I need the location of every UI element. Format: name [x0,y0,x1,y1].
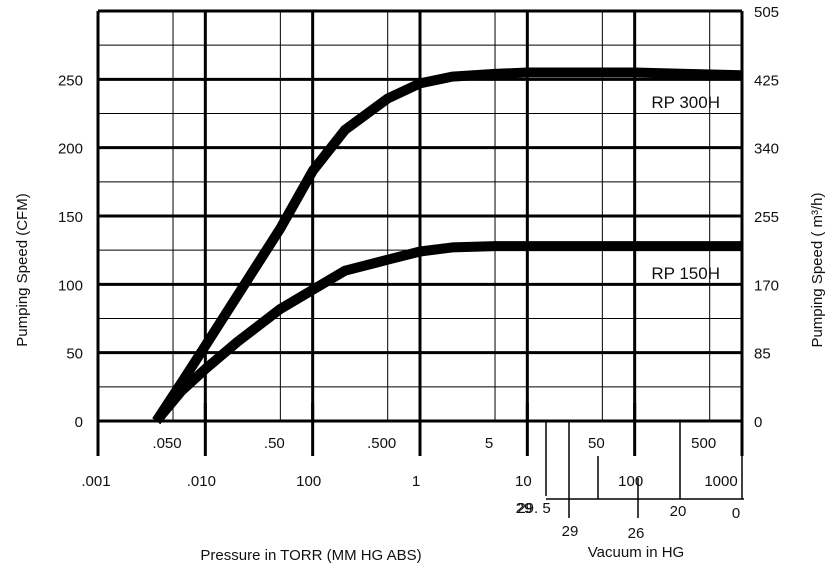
series-line-rp-150h [152,241,742,425]
y-axis-right-title: Pumping Speed ( m³/h) [809,192,826,347]
y-right-tick-label: 505 [754,4,779,21]
y-right-tick-label: 85 [754,346,771,363]
x-major-tick-label: 100 [618,473,643,490]
y-right-tick-label: 255 [754,209,779,226]
y-left-tick-label: 0 [75,414,83,431]
vacuum-tick-label: 20 [670,503,687,520]
y-left-tick-label: 250 [58,72,83,89]
y-axis-left-title: Pumping Speed (CFM) [14,193,31,346]
x-major-tick-label: 1 [412,473,420,490]
vacuum-axis-title: Vacuum in HG [588,544,684,561]
y-right-tick-label: 425 [754,72,779,89]
vacuum-tick-label: 0 [732,505,740,522]
x-mid-tick-label: .50 [264,435,285,452]
x-major-tick-label: .010 [187,473,216,490]
vacuum-tick-label: 26 [628,525,645,542]
series-line-rp-300h [152,67,743,424]
vacuum-tick-label: 29. 5 [517,500,550,517]
x-mid-tick-label: 500 [691,435,716,452]
x-mid-tick-label: .050 [152,435,181,452]
grid [96,9,744,518]
y-right-tick-label: 170 [754,277,779,294]
x-mid-tick-label: 5 [485,435,493,452]
series-label: RP 150H [651,264,720,283]
x-major-tick-label: 1000 [704,473,737,490]
y-left-tick-label: 200 [58,141,83,158]
curves [152,67,743,425]
x-mid-tick-label: 50 [588,435,605,452]
x-mid-tick-label: .500 [367,435,396,452]
y-right-tick-label: 0 [754,414,762,431]
x-major-tick-label: 10 [515,473,532,490]
x-major-tick-label: .001 [81,473,110,490]
vacuum-tick-label-overlay: 29 [516,500,533,517]
series-label: RP 300H [651,93,720,112]
x-major-tick-label: 100 [296,473,321,490]
x-axis-title: Pressure in TORR (MM HG ABS) [200,547,421,564]
vacuum-tick-label: 29 [562,523,579,540]
y-left-tick-label: 150 [58,209,83,226]
y-right-tick-label: 340 [754,141,779,158]
y-left-tick-label: 50 [66,346,83,363]
y-left-tick-label: 100 [58,277,83,294]
